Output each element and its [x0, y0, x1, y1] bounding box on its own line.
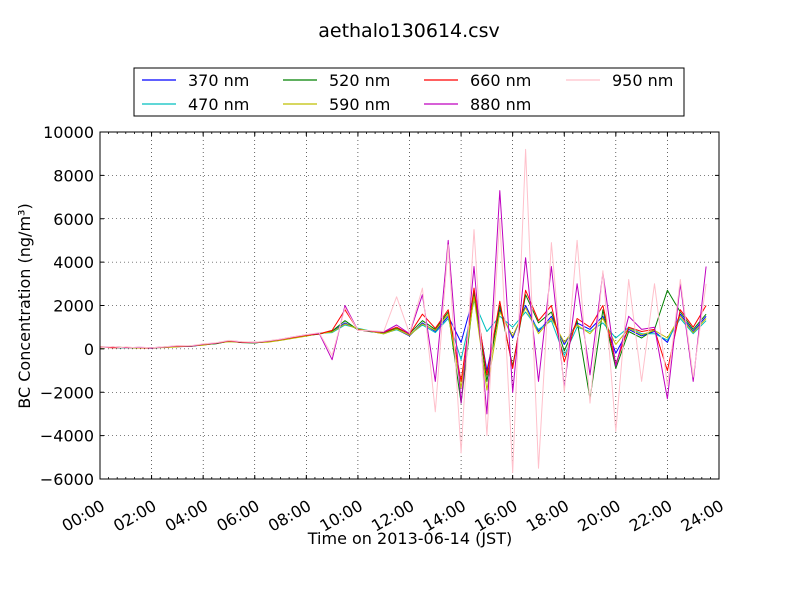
legend-label: 370 nm	[188, 71, 249, 90]
legend-box	[133, 67, 685, 117]
y-tick-label: −2000	[40, 383, 94, 402]
x-tick-label: 24:00	[678, 496, 727, 536]
y-tick-label: −4000	[40, 427, 94, 446]
legend-label: 520 nm	[329, 71, 390, 90]
legend-label: 590 nm	[329, 95, 390, 114]
y-tick-label: 0	[84, 340, 94, 359]
series-layer	[99, 148, 707, 473]
x-tick-label: 22:00	[626, 496, 675, 536]
x-tick-label: 06:00	[213, 496, 262, 536]
y-axis-label: BC Concentration (ng/m³)	[15, 203, 34, 408]
series-line-950-nm	[99, 148, 707, 473]
x-tick-label: 20:00	[574, 496, 623, 536]
y-tick-label: −6000	[40, 470, 94, 489]
y-tick-label: 8000	[53, 166, 94, 185]
x-tick-label: 00:00	[59, 496, 108, 536]
y-tick-label: 2000	[53, 297, 94, 316]
series-line-880-nm	[99, 190, 707, 415]
y-tick-label: 10000	[43, 123, 94, 142]
x-tick-label: 02:00	[110, 496, 159, 536]
x-tick-label: 04:00	[162, 496, 211, 536]
legend-label: 950 nm	[612, 71, 673, 90]
legend-label: 880 nm	[470, 95, 531, 114]
y-tick-label: 6000	[53, 210, 94, 229]
chart-title: aethalo130614.csv	[318, 20, 500, 42]
legend-label: 660 nm	[470, 71, 531, 90]
y-tick-label: 4000	[53, 253, 94, 272]
axis-layer: 00:00 02:00 04:00 06:00 08:00 10:00 12:00 14:00…	[40, 123, 727, 536]
legend: 370 nm 470 nm 520 nm 590 nm 660 nm 880 nm 950 …	[133, 67, 685, 117]
x-tick-label: 18:00	[523, 496, 572, 536]
x-axis-label: Time on 2013-06-14 (JST)	[307, 529, 512, 548]
legend-label: 470 nm	[188, 95, 249, 114]
series-line-590-nm	[99, 296, 707, 391]
